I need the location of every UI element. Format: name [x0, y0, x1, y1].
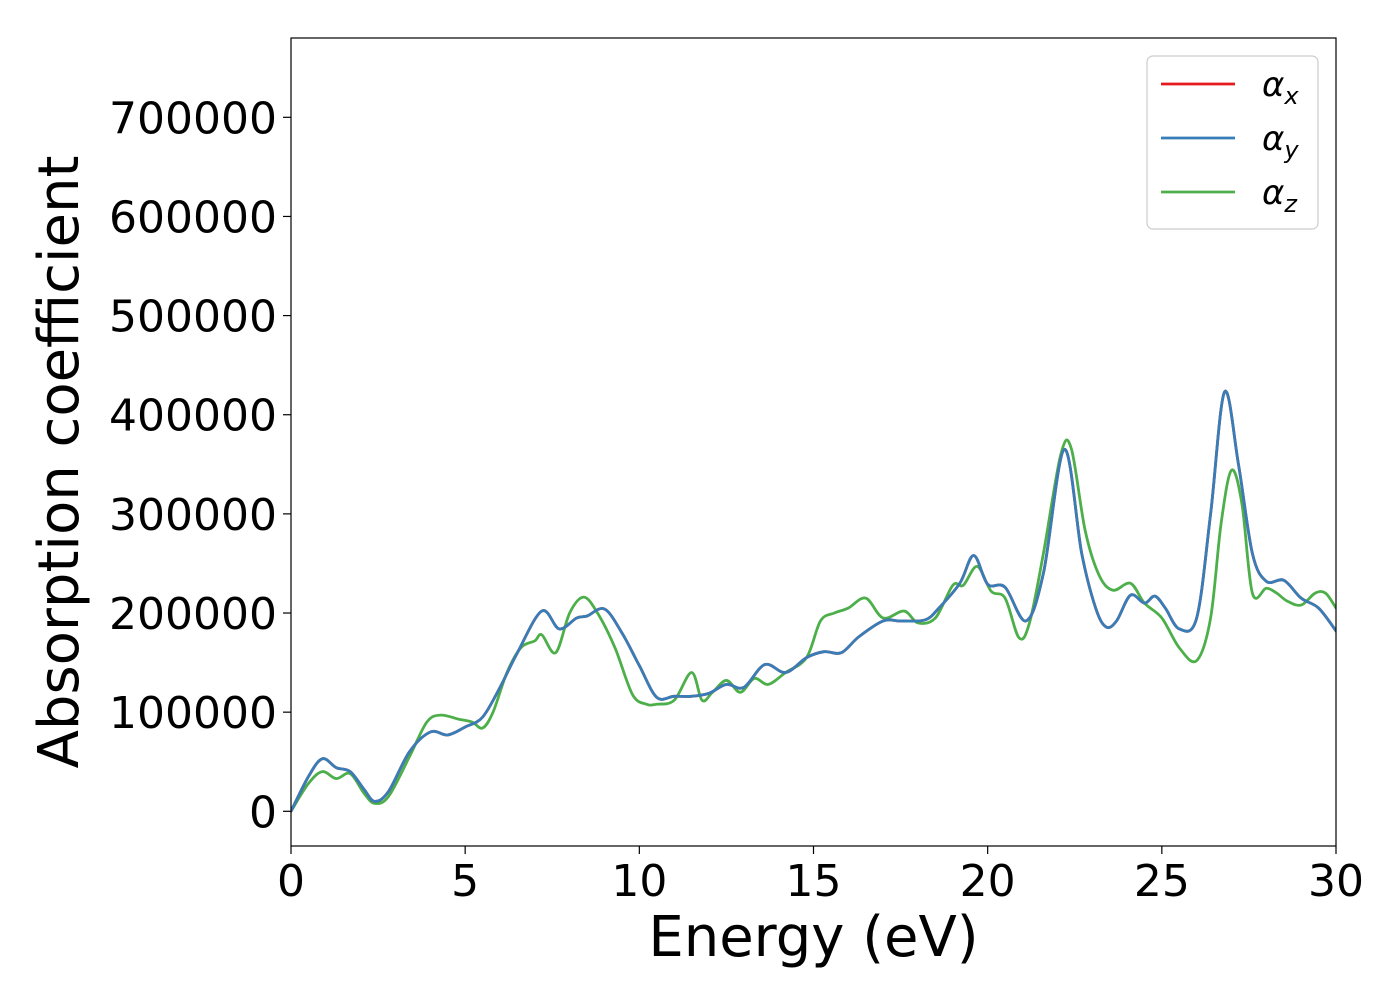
x-tick-label: 10	[611, 856, 667, 907]
y-tick-label: 400000	[109, 391, 277, 442]
y-tick-label: 300000	[109, 490, 277, 541]
x-tick-label: 5	[451, 856, 479, 907]
legend: αx αy αz	[1146, 55, 1319, 230]
x-tick-label: 0	[277, 856, 305, 907]
legend-box	[1146, 55, 1319, 230]
legend-label-z: αz	[1262, 173, 1298, 218]
y-tick-label: 100000	[109, 688, 277, 739]
x-tick-label: 20	[960, 856, 1016, 907]
y-tick-label: 200000	[109, 589, 277, 640]
legend-label-x: αx	[1262, 65, 1299, 110]
series-line-y	[291, 389, 1336, 813]
x-tick-label: 25	[1134, 856, 1190, 907]
x-axis-title: Energy (eV)	[648, 905, 978, 970]
y-tick-label: 500000	[109, 292, 277, 343]
x-tick-label: 30	[1308, 856, 1364, 907]
series-line-z	[291, 438, 1336, 813]
axis-ticks: 0 5 10 15 20 25 30 0 100000 200000 300000 400000 500…	[109, 93, 1364, 907]
y-tick-label: 600000	[109, 192, 277, 243]
y-tick-label: 700000	[109, 93, 277, 144]
x-tick-label: 15	[786, 856, 842, 907]
series-line-x	[291, 389, 1336, 813]
y-tick-label: 0	[249, 787, 277, 838]
legend-label-y: αy	[1262, 119, 1299, 164]
y-axis-title: Absorption coefficient	[27, 156, 92, 769]
series-layer	[291, 389, 1336, 813]
